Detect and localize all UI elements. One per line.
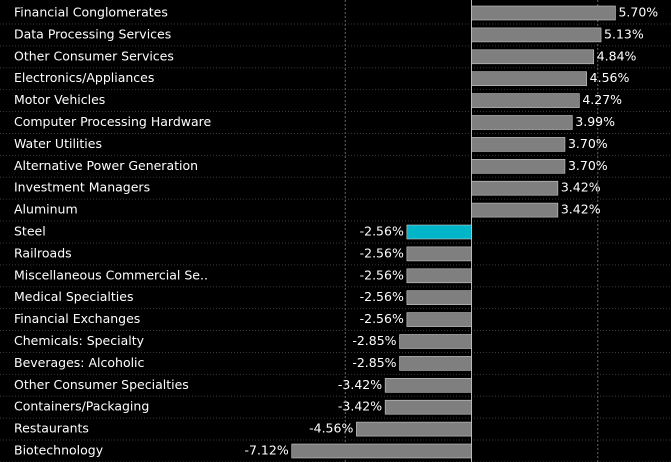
category-label: Alternative Power Generation (14, 158, 198, 173)
value-label: 3.70% (568, 136, 608, 151)
category-label: Beverages: Alcoholic (14, 355, 145, 370)
bar (471, 115, 573, 130)
bar (471, 5, 616, 21)
bar (384, 377, 472, 393)
value-label: 3.42% (561, 180, 601, 195)
bar (471, 159, 566, 174)
category-label: Computer Processing Hardware (14, 114, 211, 129)
value-label: -2.56% (360, 224, 404, 239)
bar (291, 443, 472, 459)
bar (399, 356, 472, 371)
value-label: -2.56% (360, 267, 404, 282)
bar (406, 246, 472, 262)
bar (471, 202, 559, 218)
value-label: 5.13% (604, 26, 644, 41)
value-label: 4.56% (590, 70, 630, 85)
category-label: Other Consumer Specialties (14, 377, 189, 392)
bar (471, 93, 580, 108)
category-label: Aluminum (14, 202, 78, 217)
category-label: Financial Conglomerates (14, 5, 168, 20)
bar (471, 71, 587, 86)
value-label: 5.70% (618, 5, 658, 20)
category-label: Containers/Packaging (14, 399, 149, 414)
value-label: -2.56% (360, 245, 404, 260)
value-label: -2.56% (360, 311, 404, 326)
category-label: Data Processing Services (14, 26, 171, 41)
value-label: 4.27% (582, 92, 622, 107)
bar (471, 180, 559, 196)
category-label: Biotechnology (14, 443, 104, 458)
bar (406, 290, 472, 306)
value-label: -3.42% (338, 399, 382, 414)
value-label: -3.42% (338, 377, 382, 392)
bar (406, 268, 472, 284)
category-label: Chemicals: Specialty (14, 333, 145, 348)
value-label: 4.84% (597, 48, 637, 63)
value-label: -2.85% (352, 355, 396, 370)
category-label: Restaurants (14, 421, 89, 436)
category-label: Railroads (14, 245, 72, 260)
value-label: 3.99% (575, 114, 615, 129)
bar (356, 421, 472, 437)
bar (406, 224, 472, 240)
value-label: -7.12% (244, 443, 288, 458)
bar (399, 334, 472, 349)
category-label: Miscellaneous Commercial Se.. (14, 267, 208, 282)
bar (471, 27, 602, 43)
category-label: Other Consumer Services (14, 48, 174, 63)
category-label: Steel (14, 224, 46, 239)
value-label: 3.70% (568, 158, 608, 173)
bar (471, 137, 566, 152)
category-label: Electronics/Appliances (14, 70, 154, 85)
bar (471, 49, 595, 65)
category-label: Medical Specialties (14, 289, 133, 304)
value-label: 3.42% (561, 202, 601, 217)
category-label: Water Utilities (14, 136, 102, 151)
bar (384, 399, 472, 415)
category-label: Financial Exchanges (14, 311, 140, 326)
category-label: Investment Managers (14, 180, 150, 195)
value-label: -2.56% (360, 289, 404, 304)
category-label: Motor Vehicles (14, 92, 105, 107)
bar (406, 312, 472, 327)
value-label: -2.85% (352, 333, 396, 348)
value-label: -4.56% (309, 421, 353, 436)
